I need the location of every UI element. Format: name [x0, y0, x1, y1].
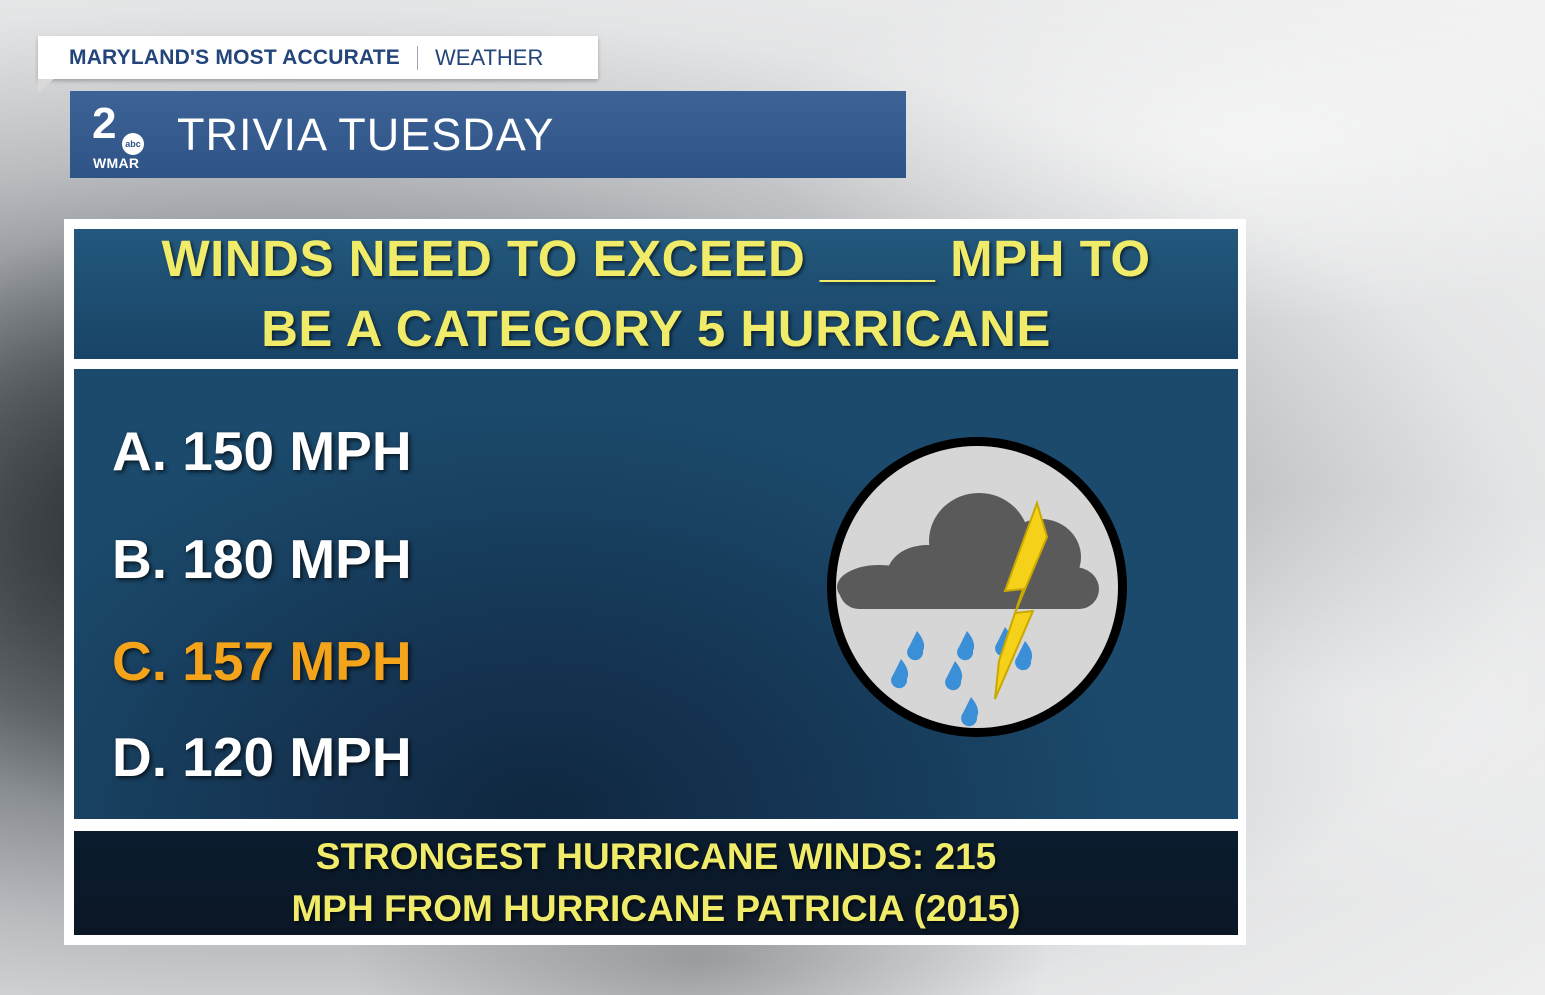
station-logo: 2 abc WMAR: [92, 99, 152, 171]
answer-c-correct: C. 157 MPH: [112, 630, 412, 692]
tagline-primary: MARYLAND'S MOST ACCURATE: [69, 45, 400, 69]
segment-title: TRIVIA TUESDAY: [177, 108, 555, 160]
logo-network: abc: [122, 132, 144, 155]
answer-a: A. 150 MPH: [112, 420, 412, 482]
question-box: WINDS NEED TO EXCEED ____ MPH TO BE A CA…: [74, 229, 1238, 359]
station-tagline: MARYLAND'S MOST ACCURATE WEATHER: [38, 36, 598, 93]
tagline-divider: [417, 45, 418, 70]
answer-d: D. 120 MPH: [112, 726, 412, 788]
trivia-panel: WINDS NEED TO EXCEED ____ MPH TO BE A CA…: [64, 219, 1246, 945]
logo-call-letters: WMAR: [93, 154, 140, 171]
segment-title-bar: 2 abc WMAR TRIVIA TUESDAY: [70, 91, 906, 178]
question-line-1: WINDS NEED TO EXCEED ____ MPH TO: [161, 230, 1151, 287]
thunderstorm-rain-icon: [827, 437, 1127, 737]
fact-line-1: STRONGEST HURRICANE WINDS: 215: [315, 836, 997, 877]
logo-channel-number: 2: [92, 98, 117, 148]
question-line-2: BE A CATEGORY 5 HURRICANE: [261, 300, 1051, 357]
tagline-secondary: WEATHER: [435, 44, 544, 70]
answers-box: A. 150 MPH B. 180 MPH C. 157 MPH D. 120 …: [74, 369, 1238, 819]
fact-line-2: MPH FROM HURRICANE PATRICIA (2015): [291, 888, 1021, 929]
answer-b: B. 180 MPH: [112, 528, 412, 590]
fact-box: STRONGEST HURRICANE WINDS: 215 MPH FROM …: [74, 831, 1238, 935]
